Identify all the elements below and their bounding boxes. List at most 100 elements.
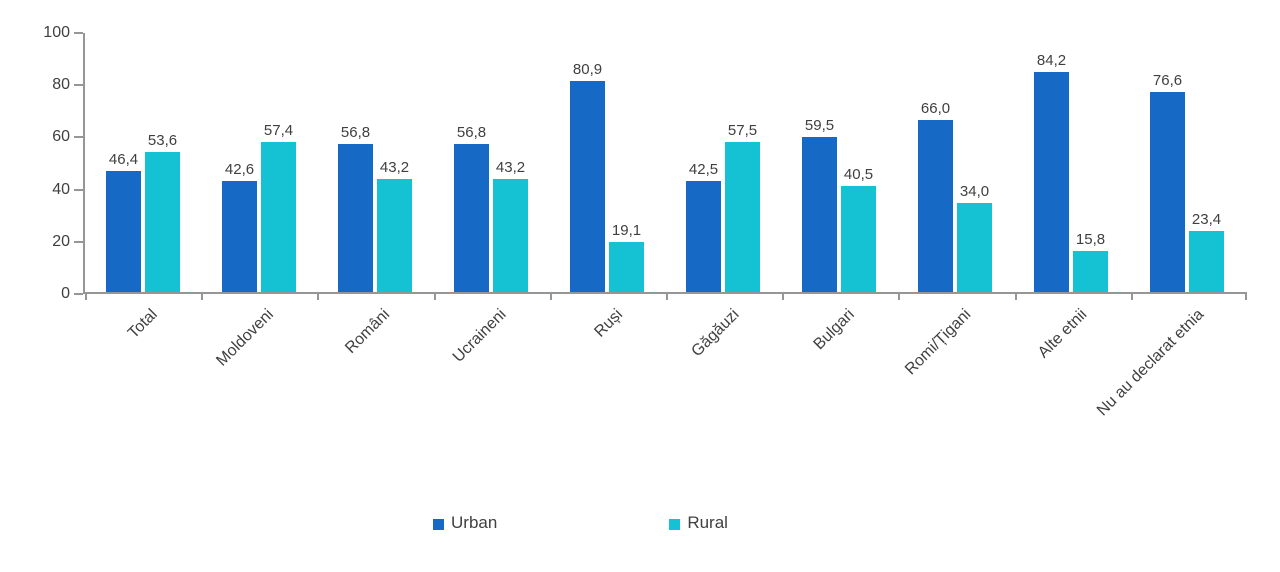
- data-label: 42,6: [224, 160, 255, 178]
- data-label: 43,2: [379, 159, 410, 177]
- category-group: 66,0 34,0: [897, 33, 1013, 292]
- x-axis-tick-mark: [433, 292, 436, 300]
- x-axis-tick-mark: [666, 292, 668, 300]
- category-group: 46,4 53,6: [85, 33, 201, 292]
- bar-wrapper: 56,8: [454, 124, 489, 292]
- y-axis-tick-mark: [74, 293, 83, 295]
- bar-wrapper: 42,6: [222, 161, 257, 292]
- category-group: 42,5 57,5: [665, 33, 781, 292]
- y-axis-tick-label: 0: [61, 285, 70, 302]
- data-label: 19,1: [611, 222, 642, 240]
- x-axis-category-label: Nu au declarat etnia: [1093, 306, 1207, 420]
- data-label: 84,2: [1036, 52, 1067, 70]
- category-group: 56,8 43,2: [317, 33, 433, 292]
- data-label: 23,4: [1191, 210, 1222, 228]
- rural-bar: [957, 203, 992, 292]
- x-axis-tick-mark: [201, 292, 204, 300]
- y-axis-tick-label: 80: [52, 76, 70, 94]
- urban-bar: [686, 181, 721, 292]
- bar-wrapper: 42,5: [686, 161, 721, 292]
- y-axis-tick-mark: [74, 136, 83, 139]
- rural-bar: [493, 179, 528, 292]
- x-axis-tick-mark: [85, 292, 87, 300]
- bar-wrapper: 80,9: [570, 61, 605, 292]
- urban-bar: [570, 80, 605, 292]
- y-axis-tick-mark: [74, 32, 83, 34]
- data-label: 53,6: [147, 132, 178, 150]
- bar-wrapper: 57,5: [725, 122, 760, 292]
- legend-item-urban: Urban: [433, 513, 497, 533]
- legend-color-swatch: [669, 518, 681, 530]
- rural-bar: [261, 142, 296, 292]
- bar-wrapper: 43,2: [377, 159, 412, 292]
- x-axis-tick-mark: [549, 292, 552, 300]
- x-axis-tick-mark: [898, 292, 901, 300]
- data-label: 76,6: [1152, 72, 1183, 90]
- data-label: 57,5: [727, 121, 758, 139]
- urban-bar: [802, 136, 837, 292]
- bar-wrapper: 40,5: [841, 166, 876, 292]
- bar-wrapper: 84,2: [1034, 52, 1069, 292]
- legend-color-swatch: [433, 518, 444, 530]
- rural-bar: [725, 141, 760, 292]
- category-group: 84,2 15,8: [1013, 33, 1129, 292]
- y-axis-tick-label: 60: [52, 128, 70, 146]
- bar-wrapper: 57,4: [261, 122, 296, 292]
- bar-wrapper: 66,0: [918, 100, 953, 292]
- urban-bar: [222, 180, 257, 292]
- bar-wrapper: 59,5: [802, 117, 837, 292]
- data-label: 34,0: [959, 183, 990, 201]
- urban-bar: [338, 143, 373, 292]
- rural-bar: [145, 152, 180, 292]
- bars-container: 46,4 53,6 42,6 57,4 56,8 43,2 56,8 43,2 80,9 19,1…: [85, 33, 1245, 292]
- bar-wrapper: 34,0: [957, 183, 992, 292]
- bar-wrapper: 46,4: [106, 151, 141, 292]
- data-label: 66,0: [920, 99, 951, 117]
- data-label: 46,4: [108, 150, 139, 168]
- data-label: 40,5: [843, 166, 874, 184]
- x-axis-tick-mark: [1245, 292, 1247, 300]
- bar-wrapper: 53,6: [145, 132, 180, 292]
- data-label: 56,8: [456, 123, 487, 141]
- plot-area: 46,4 53,6 42,6 57,4 56,8 43,2 56,8 43,2 80,9 19,1…: [83, 33, 1247, 300]
- bar-wrapper: 43,2: [493, 159, 528, 292]
- rural-bar: [841, 186, 876, 292]
- urban-bar: [918, 119, 953, 292]
- data-label: 15,8: [1075, 230, 1106, 248]
- bar-wrapper: 19,1: [609, 222, 644, 292]
- bar-wrapper: 56,8: [338, 124, 373, 292]
- category-group: 59,5 40,5: [781, 33, 897, 292]
- data-label: 43,2: [495, 159, 526, 177]
- category-group: 56,8 43,2: [433, 33, 549, 292]
- x-axis-tick-mark: [317, 292, 320, 300]
- bar-wrapper: 76,6: [1150, 72, 1185, 292]
- urban-bar: [1150, 92, 1185, 292]
- category-group: 42,6 57,4: [201, 33, 317, 292]
- legend: Urban Rural: [433, 513, 728, 533]
- category-group: 80,9 19,1: [549, 33, 665, 292]
- y-axis-tick-mark: [74, 240, 83, 243]
- urban-bar: [106, 170, 141, 292]
- data-label: 56,8: [340, 123, 371, 141]
- data-label: 80,9: [572, 60, 603, 78]
- data-label: 59,5: [804, 116, 835, 134]
- urban-bar: [454, 143, 489, 292]
- y-axis-tick-label: 100: [43, 24, 70, 41]
- rural-bar: [1189, 230, 1224, 292]
- y-axis-tick-label: 20: [52, 232, 70, 250]
- bar-wrapper: 15,8: [1073, 231, 1108, 292]
- data-label: 57,4: [263, 122, 294, 140]
- rural-bar: [1073, 250, 1108, 292]
- legend-item-rural: Rural: [669, 513, 728, 533]
- category-group: 76,6 23,4: [1129, 33, 1245, 292]
- y-axis-tick-mark: [74, 84, 83, 87]
- rural-bar: [609, 242, 644, 292]
- rural-bar: [377, 179, 412, 292]
- x-axis-tick-mark: [782, 292, 785, 300]
- legend-label: Urban: [451, 513, 498, 532]
- y-axis-tick-label: 40: [52, 180, 70, 198]
- x-axis-tick-mark: [1130, 292, 1133, 300]
- data-label: 42,5: [688, 161, 719, 179]
- bar-wrapper: 23,4: [1189, 211, 1224, 292]
